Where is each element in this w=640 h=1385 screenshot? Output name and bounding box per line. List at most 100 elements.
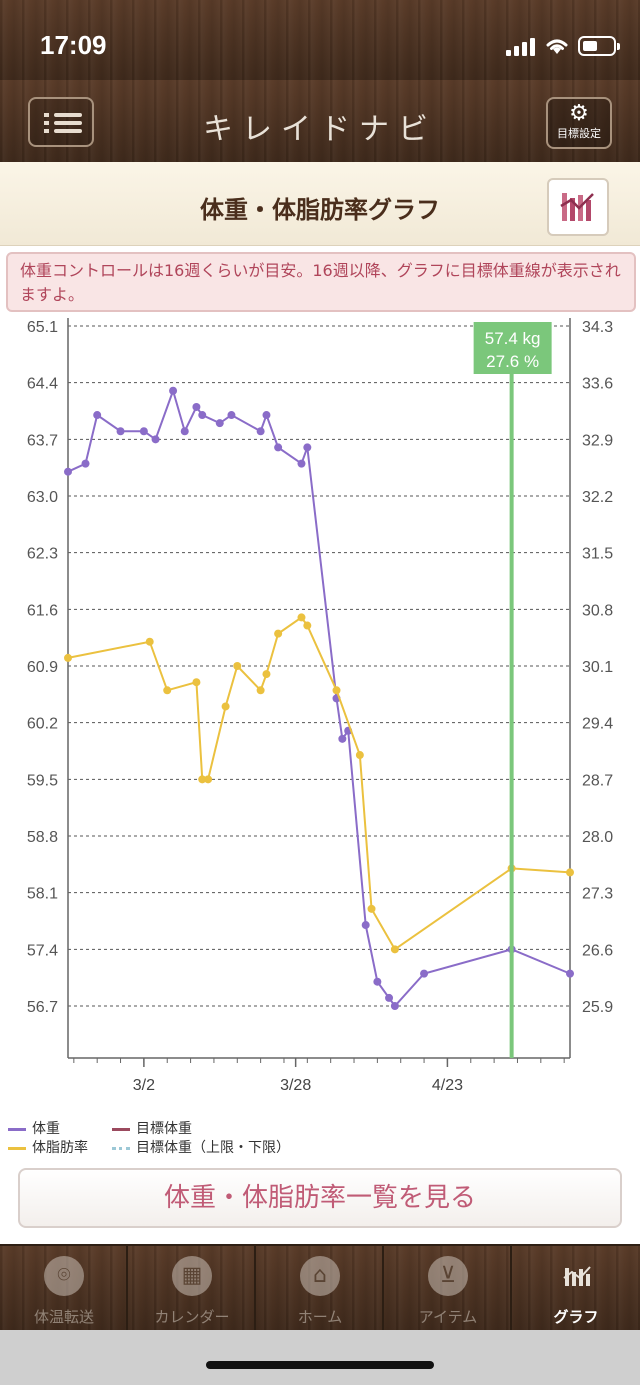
y-tick-left: 65.1 <box>27 319 58 336</box>
body-fat-point <box>198 775 207 784</box>
body-fat-point <box>233 662 242 670</box>
weight-point <box>420 969 429 978</box>
weight-point <box>180 427 189 436</box>
weight-point <box>390 1002 399 1010</box>
weight-point <box>274 443 283 452</box>
page-title: 体重・体脂肪率グラフ <box>200 196 440 224</box>
y-tick-right: 30.8 <box>582 602 613 619</box>
weight-point <box>81 459 90 468</box>
body-fat-point <box>262 670 271 679</box>
y-tick-left: 63.0 <box>27 489 58 506</box>
cart-icon: ⊻ <box>428 1256 468 1296</box>
body-fat-point <box>163 686 172 695</box>
home-indicator[interactable] <box>206 1361 434 1369</box>
tab-bar: ⌾ 体温転送 ▦ カレンダー ⌂ ホーム ⊻ アイテム グラフ <box>0 1244 640 1332</box>
marker-fat-label: 27.6 % <box>486 352 539 371</box>
y-tick-left: 62.3 <box>27 546 58 563</box>
graph-switch-icon <box>560 193 594 221</box>
weight-point <box>64 467 72 476</box>
body-fat-point <box>221 702 230 711</box>
y-tick-left: 64.4 <box>27 376 58 393</box>
goal-settings-button[interactable]: ⚙ 目標設定 <box>546 97 612 149</box>
weight-point <box>227 411 236 420</box>
gear-icon: ⚙ <box>569 101 589 126</box>
tab-items[interactable]: ⊻ アイテム <box>384 1246 512 1332</box>
map-pin-icon: ⌾ <box>44 1256 84 1296</box>
body-fat-point <box>367 904 376 913</box>
calendar-icon: ▦ <box>172 1256 212 1296</box>
cell-signal-icon <box>506 38 535 56</box>
y-tick-left: 58.1 <box>27 886 58 903</box>
weight-point <box>262 411 271 420</box>
chart-legend: 体重 体脂肪率 目標体重 目標体重（上限・下限） <box>8 1120 408 1160</box>
body-fat-point <box>274 629 283 638</box>
weight-point <box>192 402 201 411</box>
body-fat-point <box>332 686 341 695</box>
y-tick-right: 25.9 <box>582 999 613 1016</box>
weight-point <box>256 427 265 436</box>
wifi-icon <box>546 39 568 54</box>
weight-point <box>116 427 125 436</box>
y-tick-right: 33.6 <box>582 376 613 393</box>
y-tick-left: 59.5 <box>27 772 58 789</box>
body-fat-point <box>204 775 213 784</box>
y-tick-right: 26.6 <box>582 942 613 959</box>
weight-point <box>198 411 207 420</box>
body-fat-point <box>303 621 312 630</box>
y-tick-right: 28.0 <box>582 829 613 846</box>
app-title: キレイドナビ <box>203 112 437 147</box>
battery-icon <box>578 36 620 56</box>
weight-point <box>338 734 347 743</box>
body-fat-point <box>355 751 364 760</box>
weight-point <box>373 977 382 986</box>
y-tick-right: 29.4 <box>582 716 613 733</box>
y-tick-right: 34.3 <box>582 319 613 336</box>
body-fat-point <box>64 653 72 662</box>
selection-marker-box <box>473 322 552 374</box>
graph-icon <box>556 1256 596 1296</box>
weight-point <box>385 993 394 1002</box>
y-tick-right: 28.7 <box>582 772 613 789</box>
x-tick-label: 4/23 <box>432 1077 463 1094</box>
weight-point <box>169 386 178 395</box>
y-tick-left: 60.2 <box>27 716 58 733</box>
y-tick-left: 58.8 <box>27 829 58 846</box>
y-tick-left: 63.7 <box>27 432 58 449</box>
menu-button[interactable] <box>28 97 94 147</box>
y-tick-right: 27.3 <box>582 886 613 903</box>
y-tick-left: 56.7 <box>27 999 58 1016</box>
tab-graph[interactable]: グラフ <box>512 1246 640 1332</box>
home-icon: ⌂ <box>300 1256 340 1296</box>
weight-point <box>297 459 306 468</box>
weight-point <box>151 435 160 444</box>
y-tick-right: 31.5 <box>582 546 613 563</box>
weight-point <box>361 921 370 930</box>
weight-fat-chart[interactable]: 65.1 34.3 64.4 33.6 63.7 32.9 63.0 32.2 62.3 31.5… <box>0 318 640 1098</box>
tab-temperature-transfer[interactable]: ⌾ 体温転送 <box>0 1246 128 1332</box>
weight-point <box>139 427 148 436</box>
body-fat-point <box>390 945 399 954</box>
view-list-button[interactable]: 体重・体脂肪率一覧を見る <box>18 1168 622 1228</box>
weight-point <box>93 411 102 420</box>
y-tick-left: 60.9 <box>27 659 58 676</box>
body-fat-point <box>297 613 306 622</box>
nav-bar: キレイドナビ ⚙ 目標設定 <box>0 80 640 162</box>
y-tick-right: 32.9 <box>582 432 613 449</box>
page-header: 体重・体脂肪率グラフ <box>0 162 640 246</box>
body-fat-point <box>566 868 574 877</box>
y-tick-left: 61.6 <box>27 602 58 619</box>
status-time: 17:09 <box>40 30 107 60</box>
graph-switch-button[interactable] <box>547 178 609 236</box>
chart-svg: 65.1 34.3 64.4 33.6 63.7 32.9 63.0 32.2 62.3 31.5… <box>27 318 613 1094</box>
weight-point <box>303 443 312 452</box>
home-indicator-area <box>0 1330 640 1385</box>
y-tick-left: 57.4 <box>27 942 58 959</box>
tab-home[interactable]: ⌂ ホーム <box>256 1246 384 1332</box>
tab-calendar[interactable]: ▦ カレンダー <box>128 1246 256 1332</box>
body-fat-point <box>192 678 201 687</box>
y-tick-right: 32.2 <box>582 489 613 506</box>
weight-line <box>67 387 571 1008</box>
marker-weight-label: 57.4 kg <box>485 329 541 348</box>
notice-banner: 体重コントロールは16週くらいが目安。16週以降、グラフに目標体重線が表示されま… <box>6 252 636 312</box>
body-fat-point <box>256 686 265 695</box>
